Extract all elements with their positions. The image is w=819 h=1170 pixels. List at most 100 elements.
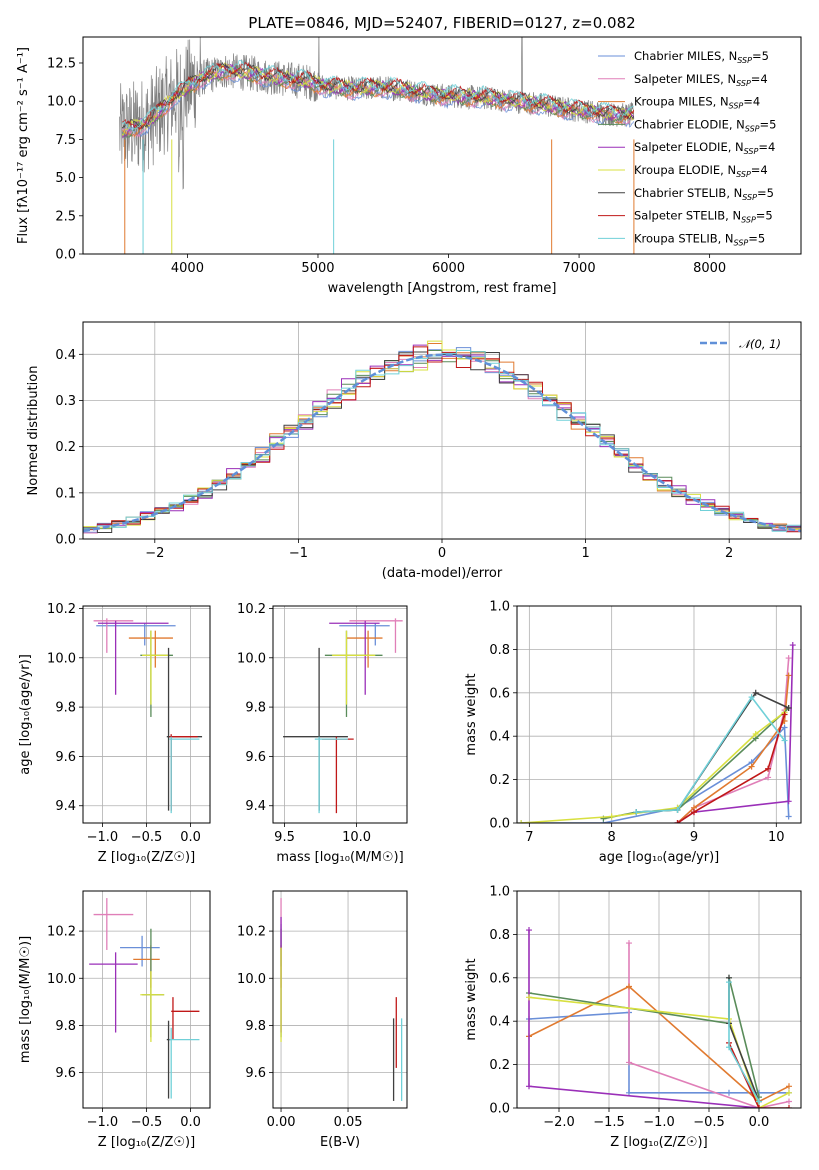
y-tick-label: 10.0 — [237, 972, 266, 987]
y-axis-label: age [log₁₀(age/yr)] — [18, 654, 33, 775]
plot-area — [83, 891, 210, 1108]
x-tick-label: 4000 — [171, 261, 204, 276]
x-tick-label: −1 — [289, 546, 308, 561]
y-tick-label: 0.8 — [489, 643, 510, 658]
plot-area — [83, 322, 801, 539]
mass-weight-marker — [626, 983, 632, 990]
mass-weight-marker — [726, 979, 732, 986]
legend-label: Kroupa ELODIE, N — [634, 163, 736, 177]
y-tick-label: 0.0 — [55, 533, 76, 548]
axes-frame — [82, 36, 802, 255]
y-tick-label: 0.2 — [489, 1058, 510, 1073]
y-tick-label: 9.6 — [245, 1066, 266, 1081]
mass-weight-vs-Z-panel: −2.0 −1.5 −1.0 −0.5 0.0 0.0 0.2 0.4 0.6 0.8 1.0 Z [… — [464, 885, 802, 1150]
x-tick-label: −1.0 — [87, 830, 119, 845]
normal-distribution-curve — [83, 353, 801, 533]
mass-weight-marker — [726, 1089, 732, 1096]
legend-subscript: SSP — [737, 56, 752, 65]
legend-entry-salpeter_stelib: Salpeter STELIB, NSSP=5 — [634, 209, 773, 225]
legend-label: Chabrier ELODIE, N — [634, 117, 745, 131]
y-tick-label: 10.0 — [47, 651, 76, 666]
mass-weight-marker — [756, 1098, 762, 1105]
plot-area — [273, 891, 407, 1108]
legend-subscript: SSP — [736, 170, 751, 179]
mass-weight-marker — [748, 763, 755, 770]
x-axis-label: Z [log₁₀(Z/Z☉)] — [98, 1135, 195, 1150]
y-tick-label: 9.6 — [55, 750, 76, 765]
ticks: 4000 5000 6000 7000 8000 0.0 2.5 5.0 7.5 10.0 12.5 — [47, 56, 726, 276]
y-tick-label: 9.8 — [245, 701, 266, 716]
errorbar-point-kroupa_miles — [346, 630, 383, 668]
legend-suffix: =4 — [751, 163, 768, 177]
legend-suffix: =5 — [748, 231, 765, 245]
mass-weight-marker — [526, 927, 532, 934]
model-spectrum-chabrier_elodie — [121, 65, 634, 139]
mass-weight-marker — [626, 940, 632, 947]
errorbar-point-salpeter_elodie — [89, 952, 138, 1033]
x-tick-label: 0.00 — [267, 1115, 296, 1130]
x-axis-label: age [log₁₀(age/yr)] — [599, 850, 720, 865]
legend-subscript: SSP — [736, 79, 751, 88]
mass-weight-marker — [626, 1089, 632, 1096]
axes-frame — [516, 890, 802, 1109]
x-tick-label: 9.5 — [274, 830, 295, 845]
legend-subscript: SSP — [742, 193, 757, 202]
plot-area — [273, 606, 407, 823]
y-tick-label: 10.2 — [237, 602, 266, 617]
axes-frame — [272, 890, 408, 1109]
legend-suffix: =4 — [758, 140, 775, 154]
mass-weight-marker — [786, 1083, 792, 1090]
mass-weight-marker — [756, 1105, 762, 1108]
errorbar-point-kroupa_elodie — [142, 630, 169, 705]
x-tick-label: 0.0 — [180, 1115, 201, 1130]
y-tick-label: 1.0 — [489, 600, 510, 615]
axes-frame — [82, 321, 802, 540]
y-tick-label: 12.5 — [47, 56, 76, 71]
x-tick-label: −2 — [145, 546, 164, 561]
mass-weight-marker — [626, 1059, 632, 1066]
mass-weight-vs-age-panel: 7 8 9 10 0.0 0.2 0.4 0.6 0.8 1.0 age [log₁₀(age/yr… — [464, 600, 802, 865]
mass-weight-marker — [781, 737, 788, 744]
y-tick-label: 2.5 — [55, 209, 76, 224]
y-tick-label: 9.4 — [55, 799, 76, 814]
legend-entry-chabrier_miles: Chabrier MILES, NSSP=5 — [634, 49, 769, 65]
y-tick-label: 0.6 — [489, 971, 510, 986]
mass-weight-marker — [765, 774, 772, 781]
plot-area — [119, 37, 635, 254]
x-tick-label: 2 — [725, 546, 733, 561]
errorbar-point-chabrier_miles — [120, 935, 160, 967]
mass-weight-marker — [765, 765, 772, 772]
mass-weight-marker — [786, 1089, 792, 1096]
axes-frame — [82, 890, 211, 1109]
x-tick-label: −0.5 — [693, 1115, 725, 1130]
x-tick-label: −1.5 — [593, 1115, 625, 1130]
x-tick-label: 0.0 — [749, 1115, 770, 1130]
legend-subscript: SSP — [729, 102, 744, 111]
plot-area — [83, 606, 210, 823]
legend-entry-kroupa_stelib: Kroupa STELIB, NSSP=5 — [634, 231, 765, 247]
ticks: −2.0 −1.5 −1.0 −0.5 0.0 0.0 0.2 0.4 0.6 0.8 1.0 — [489, 885, 769, 1131]
errorbar-point-salpeter_miles — [93, 898, 134, 950]
x-tick-label: −2.0 — [543, 1115, 575, 1130]
model-spectrum-chabrier_stelib — [121, 61, 634, 129]
x-tick-label: 8000 — [693, 261, 726, 276]
y-axis-label: mass weight — [464, 958, 479, 1040]
errorbar-point-chabrier_miles — [339, 623, 390, 646]
x-axis-label: Z [log₁₀(Z/Z☉)] — [98, 850, 195, 865]
legend-suffix: =5 — [760, 117, 777, 131]
y-tick-label: 1.0 — [489, 885, 510, 900]
x-tick-label: −0.5 — [131, 1115, 163, 1130]
y-tick-label: 0.8 — [489, 928, 510, 943]
errorbar-point-kroupa_elodie — [332, 630, 376, 705]
y-tick-label: 9.8 — [55, 1019, 76, 1034]
y-tick-label: 0.2 — [489, 773, 510, 788]
errorbar-point-salpeter_elodie — [97, 620, 169, 695]
y-tick-label: 7.5 — [55, 133, 76, 148]
x-tick-label: 0.05 — [334, 1115, 363, 1130]
errorbar-point-salpeter_miles — [93, 618, 134, 653]
legend-label: Kroupa MILES, N — [634, 95, 729, 109]
errorbar-point-kroupa_stelib — [314, 736, 348, 814]
y-tick-label: 0.3 — [55, 394, 76, 409]
ticks: 0.00 0.05 9.6 9.8 10.0 10.2 — [237, 925, 362, 1130]
